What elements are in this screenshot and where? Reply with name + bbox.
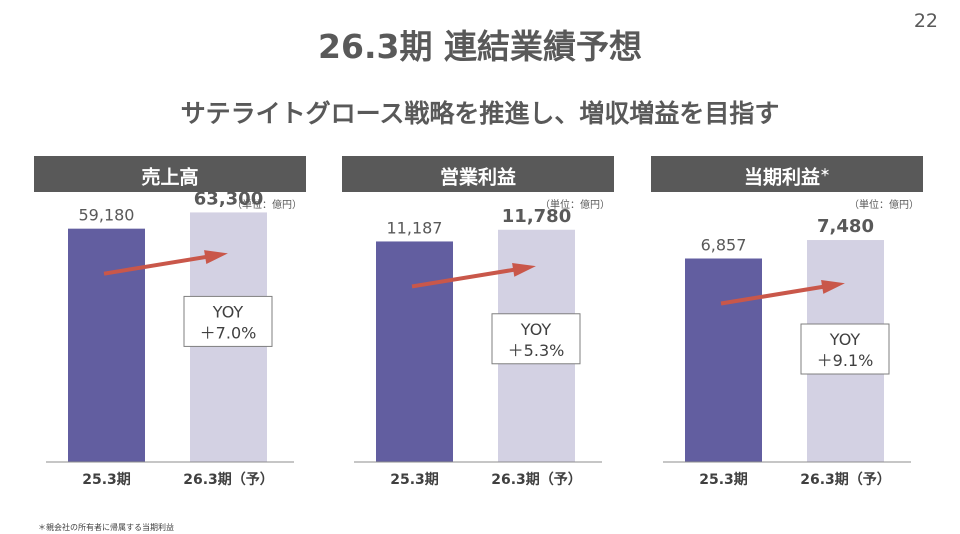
chart-title: 営業利益 (439, 166, 516, 189)
category-tick-label: 26.3期（予） (183, 472, 274, 488)
footnote: ＊親会社の所有者に帰属する当期利益 (38, 523, 174, 532)
growth-arrow-head (204, 250, 228, 264)
data-label: 6,857 (701, 236, 747, 255)
page-number: 22 (913, 10, 938, 32)
chart-header: 当期利益＊ (651, 156, 923, 192)
data-label: 59,180 (79, 206, 135, 225)
growth-arrow (411, 265, 529, 289)
page-subtitle: サテライトグロース戦略を推進し、増収増益を目指す (180, 99, 780, 128)
growth-arrow-head (821, 280, 845, 294)
bar (68, 228, 145, 462)
revenue-chart-panel: 売上高 （単位：億円） 59,180 25.3期 63,300 26.3期（予） YOY… (34, 156, 306, 496)
data-label: 63,300 (194, 188, 263, 209)
chart-svg: 59,180 25.3期 63,300 26.3期（予） YOY ＋7.0% (46, 188, 294, 488)
chart-header: 営業利益 (342, 156, 614, 192)
category-tick-label: 25.3期 (82, 472, 131, 488)
chart-svg: 11,187 25.3期 11,780 26.3期（予） YOY ＋5.3% (354, 206, 602, 488)
yoy-value: ＋9.1% (817, 351, 874, 370)
data-label: 11,780 (502, 206, 571, 227)
chart-title: 売上高 (141, 166, 199, 189)
chart-header: 売上高 (34, 156, 306, 192)
data-label: 11,187 (387, 218, 443, 237)
category-tick-label: 26.3期（予） (800, 472, 891, 488)
yoy-label: YOY (520, 320, 552, 339)
net-income-chart-panel: 当期利益＊ （単位：億円） 6,857 25.3期 7,480 26.3期（予） YOY… (651, 156, 923, 496)
yoy-box (491, 313, 581, 365)
yoy-box (800, 323, 890, 375)
chart-unit: （単位：億円） (232, 200, 302, 211)
growth-arrow-head (512, 262, 536, 277)
data-label: 7,480 (817, 216, 874, 237)
bar (376, 241, 453, 462)
page-title: 26.3期 連結業績予想 (318, 27, 642, 66)
chart-unit: （単位：億円） (540, 200, 610, 211)
category-tick-label: 25.3期 (390, 472, 439, 488)
operating-profit-chart-panel: 営業利益 （単位：億円） 11,187 25.3期 11,780 26.3期（予） YO… (342, 156, 614, 496)
category-tick-label: 25.3期 (699, 472, 748, 488)
bar (685, 258, 762, 462)
yoy-box (183, 295, 273, 347)
category-tick-label: 26.3期（予） (491, 472, 582, 488)
chart-title: 当期利益 (743, 166, 820, 189)
yoy-value: ＋5.3% (508, 341, 565, 360)
chart-svg: 6,857 25.3期 7,480 26.3期（予） YOY ＋9.1% (663, 216, 911, 488)
yoy-value: ＋7.0% (200, 323, 257, 342)
yoy-label: YOY (212, 302, 244, 321)
chart-title-mark: ＊ (820, 168, 830, 179)
growth-arrow (103, 252, 221, 276)
chart-unit: （単位：億円） (849, 200, 919, 211)
growth-arrow (720, 282, 838, 306)
yoy-label: YOY (829, 330, 861, 349)
